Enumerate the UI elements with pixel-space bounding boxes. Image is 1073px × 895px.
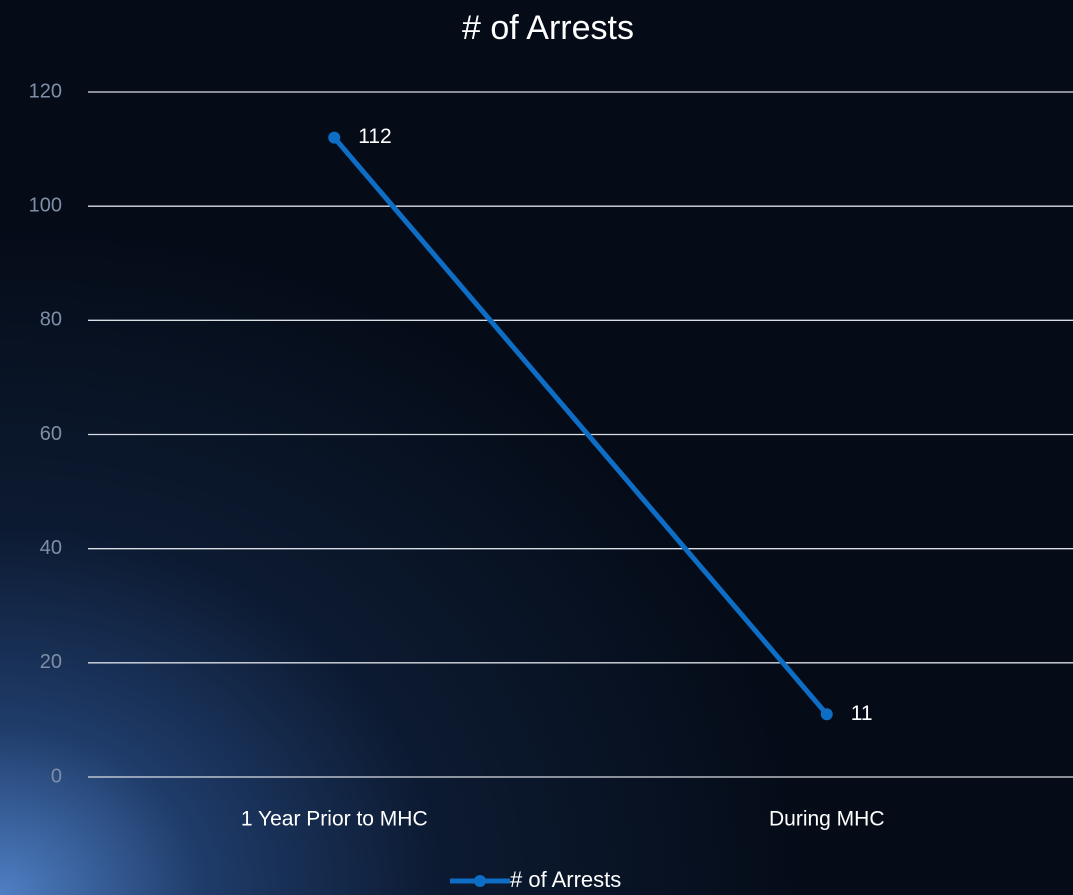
data-point: [328, 131, 341, 144]
data-point: [820, 708, 833, 721]
y-tick-label: 60: [40, 423, 62, 445]
x-tick-label: 1 Year Prior to MHC: [241, 808, 428, 831]
x-tick-label: During MHC: [769, 808, 885, 831]
y-tick-label: 80: [40, 309, 62, 331]
y-tick-label: 40: [40, 537, 62, 559]
chart-title: # of Arrests: [462, 9, 634, 47]
data-label: 11: [851, 702, 873, 725]
y-tick-label: 20: [40, 651, 62, 673]
data-label: 112: [358, 125, 391, 148]
y-tick-label: 120: [29, 80, 62, 102]
legend-label: # of Arrests: [510, 867, 621, 892]
y-tick-label: 0: [51, 765, 62, 787]
y-tick-label: 100: [29, 194, 62, 216]
legend-marker: [474, 875, 486, 887]
data-line: [332, 136, 829, 716]
